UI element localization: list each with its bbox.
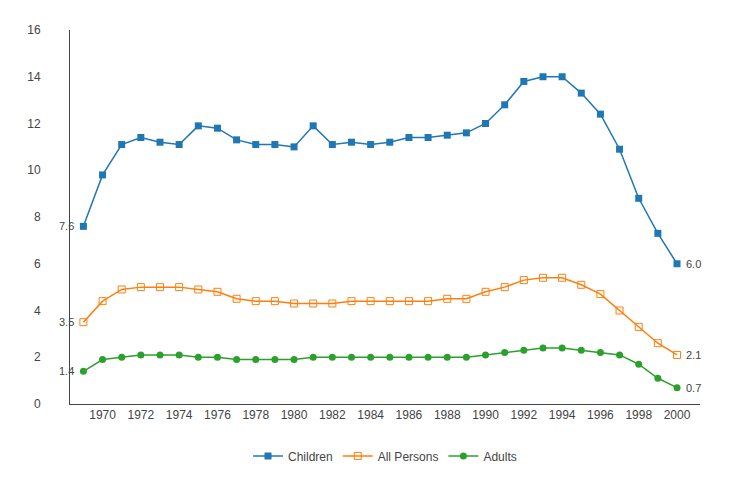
svg-text:1994: 1994	[549, 408, 576, 422]
svg-text:2.1: 2.1	[686, 349, 701, 361]
svg-text:1988: 1988	[434, 408, 461, 422]
svg-text:1970: 1970	[89, 408, 116, 422]
svg-text:1982: 1982	[319, 408, 346, 422]
svg-text:1980: 1980	[281, 408, 308, 422]
svg-text:16: 16	[27, 23, 41, 37]
svg-text:10: 10	[27, 163, 41, 177]
svg-text:6: 6	[34, 257, 41, 271]
svg-text:1.4: 1.4	[59, 365, 74, 377]
svg-text:1978: 1978	[242, 408, 269, 422]
svg-text:0: 0	[34, 397, 41, 411]
svg-text:8: 8	[34, 210, 41, 224]
svg-text:Adults: Adults	[483, 450, 516, 464]
svg-text:0.7: 0.7	[686, 382, 701, 394]
svg-text:14: 14	[27, 70, 41, 84]
svg-text:1986: 1986	[396, 408, 423, 422]
svg-text:4: 4	[34, 304, 41, 318]
svg-text:2: 2	[34, 350, 41, 364]
svg-text:3.5: 3.5	[59, 316, 74, 328]
svg-text:1990: 1990	[472, 408, 499, 422]
svg-text:1984: 1984	[357, 408, 384, 422]
svg-text:6.0: 6.0	[686, 258, 701, 270]
svg-text:1974: 1974	[166, 408, 193, 422]
svg-text:1976: 1976	[204, 408, 231, 422]
svg-text:1998: 1998	[625, 408, 652, 422]
svg-text:All Persons: All Persons	[378, 450, 439, 464]
svg-text:7.6: 7.6	[59, 220, 74, 232]
svg-text:2000: 2000	[664, 408, 691, 422]
svg-text:1996: 1996	[587, 408, 614, 422]
svg-text:1972: 1972	[127, 408, 154, 422]
svg-text:12: 12	[27, 117, 41, 131]
svg-text:Children: Children	[288, 450, 333, 464]
svg-text:1992: 1992	[510, 408, 537, 422]
